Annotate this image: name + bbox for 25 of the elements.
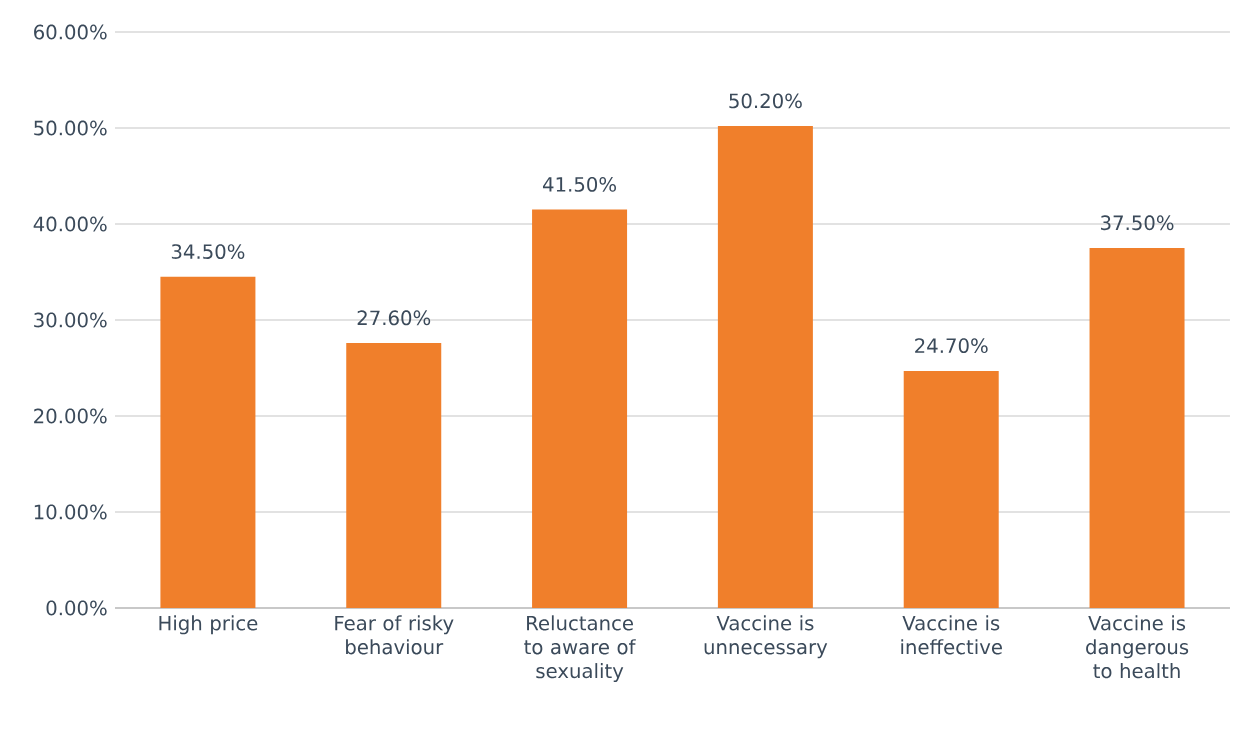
x-tick-label: Fear of risky behaviour (335, 615, 454, 655)
y-tick-label: 20.00% (34, 408, 107, 424)
y-tick-label: 60.00% (34, 24, 107, 40)
x-tick-label: Reluctance to aware of sexuality (524, 615, 636, 683)
data-label: 41.50% (542, 176, 617, 192)
data-label: 50.20% (729, 93, 802, 109)
bar (160, 276, 256, 609)
data-label: 37.50% (1101, 215, 1174, 231)
bar (532, 209, 628, 609)
bar (717, 126, 813, 609)
y-tick-label: 40.00% (33, 216, 107, 232)
x-tick-label: Vaccine is unnecessary (704, 615, 828, 659)
x-tick-label: Vaccine is dangerous to health (1086, 615, 1189, 679)
bar (1089, 248, 1185, 609)
bar (903, 370, 999, 609)
y-tick-label: 10.00% (34, 504, 107, 520)
data-label: 24.70% (915, 338, 988, 354)
bar (346, 343, 442, 609)
x-tick-label: Vaccine is ineffective (901, 615, 1002, 655)
y-tick-label: 50.00% (34, 120, 107, 136)
data-label: 27.60% (357, 310, 431, 326)
y-tick-label: 0.00% (46, 600, 107, 616)
data-label: 34.50% (171, 244, 245, 260)
y-tick-label: 30.00% (34, 312, 107, 328)
x-tick-label: High price (159, 615, 258, 635)
